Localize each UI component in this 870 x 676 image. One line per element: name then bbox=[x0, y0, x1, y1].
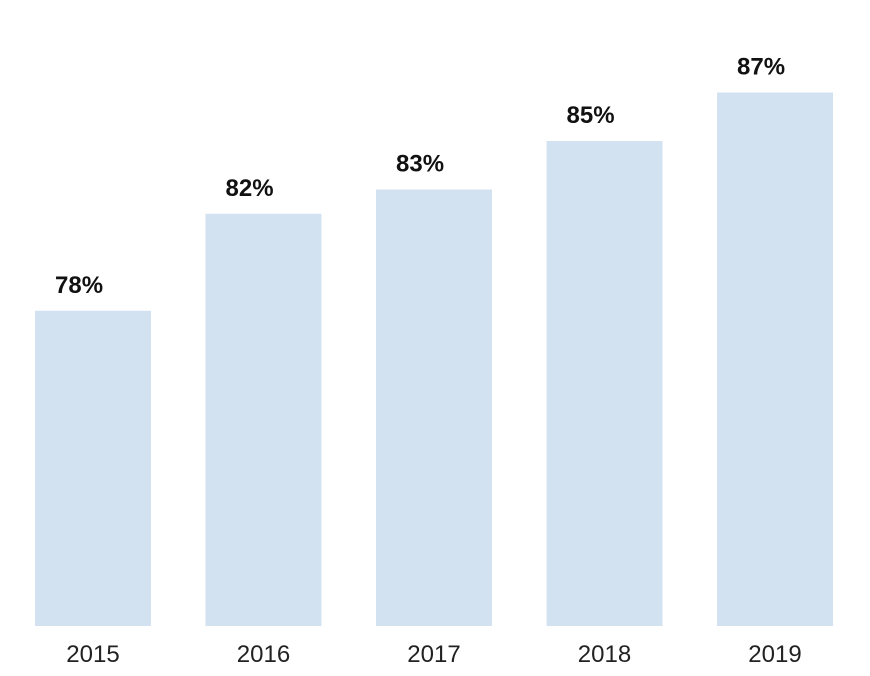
value-label-2019: 87% bbox=[737, 54, 785, 81]
value-labels-group: 78% 82% 83% 85% 87% bbox=[55, 54, 785, 299]
bar-2019 bbox=[717, 92, 833, 626]
x-axis-tick-labels: 2015 2016 2017 2018 2019 bbox=[66, 641, 801, 668]
x-tick-label-2018: 2018 bbox=[578, 641, 631, 668]
value-label-2015: 78% bbox=[55, 272, 103, 299]
x-tick-label-2016: 2016 bbox=[237, 641, 290, 668]
bar-2016 bbox=[205, 213, 322, 626]
bar-2017 bbox=[376, 189, 492, 626]
bar-2018 bbox=[546, 141, 663, 626]
x-tick-label-2015: 2015 bbox=[66, 641, 119, 668]
bars-group bbox=[35, 92, 833, 626]
value-label-2018: 85% bbox=[567, 102, 615, 129]
value-label-2017: 83% bbox=[396, 151, 444, 178]
value-label-2016: 82% bbox=[226, 175, 274, 202]
x-tick-label-2019: 2019 bbox=[748, 641, 801, 668]
bar-2015 bbox=[35, 310, 151, 626]
x-tick-label-2017: 2017 bbox=[407, 641, 460, 668]
